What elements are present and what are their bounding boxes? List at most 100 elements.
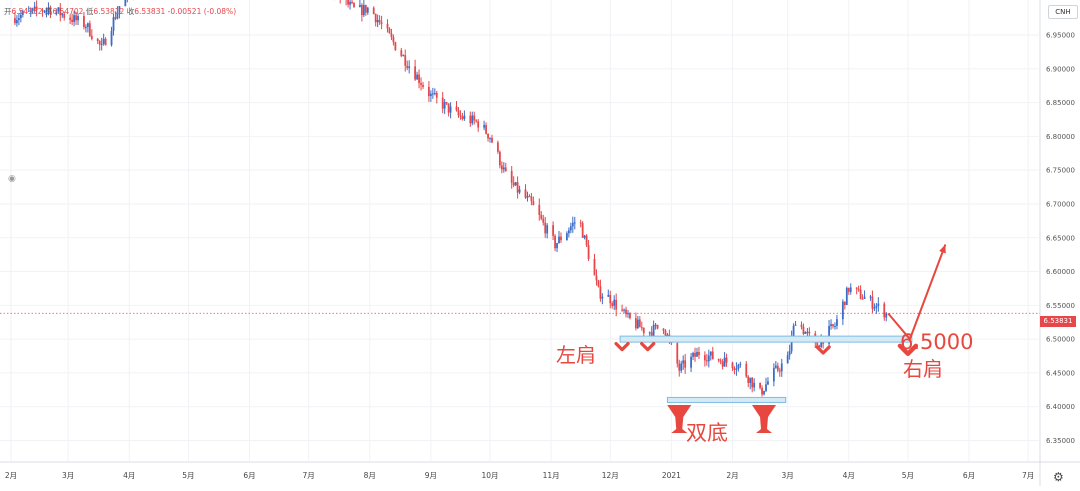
candle-body <box>102 38 105 44</box>
candle-body <box>416 74 418 80</box>
candle-body <box>623 309 625 311</box>
candle-body <box>73 15 75 22</box>
open-label: 开 <box>4 7 12 16</box>
candle-body <box>96 38 99 42</box>
candle-body <box>615 299 618 310</box>
candle-body <box>767 381 769 385</box>
candle-body <box>518 189 521 193</box>
candle-body <box>347 0 349 5</box>
candle-body <box>863 296 866 299</box>
double-bottom-label: 双底 <box>686 421 728 445</box>
candle-body <box>435 93 438 98</box>
candle-body <box>402 55 405 57</box>
candle-body <box>88 23 91 36</box>
candle-body <box>834 325 836 327</box>
candle-body <box>538 205 541 215</box>
right-shoulder-chevron <box>897 343 919 357</box>
candle-body <box>362 4 365 16</box>
candle-body <box>463 115 466 119</box>
candle-body <box>542 218 545 223</box>
y-tick-label: 6.55000 <box>1046 302 1075 310</box>
candle-body <box>552 225 554 236</box>
x-tick-label: 10月 <box>481 471 498 480</box>
candle-body <box>477 121 480 128</box>
candle-body <box>684 360 687 368</box>
high-value: 6.54702 <box>52 7 84 16</box>
candle-body <box>601 296 604 299</box>
candle-body <box>418 74 420 84</box>
left-shoulder-label: 左肩 <box>556 343 596 367</box>
candle-body <box>29 10 32 12</box>
candle-body <box>445 102 448 104</box>
candle-body <box>491 137 493 143</box>
candle-body <box>581 223 584 238</box>
candle-body <box>587 245 590 260</box>
candles-group <box>14 0 888 397</box>
candle-body <box>19 14 22 19</box>
candle-body <box>441 97 444 109</box>
candle-body <box>556 243 558 249</box>
candle-body <box>634 318 637 329</box>
open-value: 6.54352 <box>11 7 43 16</box>
candle-body <box>83 15 85 28</box>
x-tick-label: 5月 <box>902 471 914 480</box>
double-bottom-band <box>666 396 787 403</box>
x-tick-label: 3月 <box>782 471 794 480</box>
x-tick-label: 7月 <box>1022 471 1034 480</box>
candle-body <box>512 182 515 186</box>
x-tick-label: 9月 <box>425 471 437 480</box>
candle-body <box>63 14 66 18</box>
y-tick-label: 6.40000 <box>1046 403 1075 411</box>
candle-body <box>532 201 535 206</box>
candle-body <box>433 93 436 95</box>
candle-body <box>86 23 89 27</box>
candle-body <box>414 66 417 80</box>
candle-body <box>725 357 728 363</box>
candle-body <box>374 14 377 23</box>
eye-icon[interactable]: ◉ <box>8 173 16 183</box>
candle-body <box>380 22 383 24</box>
y-tick-label: 6.85000 <box>1046 99 1075 107</box>
candle-body <box>35 6 38 11</box>
candle-body <box>61 14 64 16</box>
candle-body <box>849 287 852 292</box>
x-tick-label: 3月 <box>62 471 74 480</box>
candle-body <box>753 382 756 388</box>
candle-body <box>648 332 651 334</box>
change-value: -0.00521 (-0.08%) <box>167 7 237 16</box>
gear-icon[interactable]: ⚙ <box>1053 470 1064 484</box>
candle-body <box>116 12 119 19</box>
candle-body <box>31 8 34 11</box>
candle-body <box>794 324 797 326</box>
candle-body <box>17 18 20 21</box>
candle-body <box>802 326 805 334</box>
candle-body <box>818 345 821 347</box>
candle-body <box>778 370 781 372</box>
candle-body <box>41 10 44 12</box>
candle-body <box>114 17 117 19</box>
y-tick-label: 6.50000 <box>1046 336 1075 344</box>
candle-body <box>694 352 696 357</box>
candle-body <box>459 115 462 117</box>
candle-body <box>654 324 657 326</box>
candle-body <box>780 363 783 372</box>
candle-body <box>680 363 683 371</box>
candle-body <box>100 43 103 45</box>
candle-body <box>498 151 501 166</box>
candle-body <box>759 382 761 388</box>
candle-body <box>579 222 582 224</box>
candle-body <box>528 196 531 198</box>
symbol-badge[interactable]: CNH <box>1048 5 1078 19</box>
candle-body <box>394 42 397 51</box>
candle-body <box>388 28 391 34</box>
candle-body <box>692 352 694 357</box>
candle-body <box>569 226 572 231</box>
right-shoulder-label: 右肩 <box>903 357 943 381</box>
candle-body <box>27 10 30 12</box>
candle-body <box>366 7 369 13</box>
candle-body <box>595 275 598 281</box>
x-tick-label: 7月 <box>303 471 315 480</box>
candle-body <box>816 341 819 346</box>
candle-body <box>869 296 872 298</box>
candle-body <box>642 327 645 334</box>
